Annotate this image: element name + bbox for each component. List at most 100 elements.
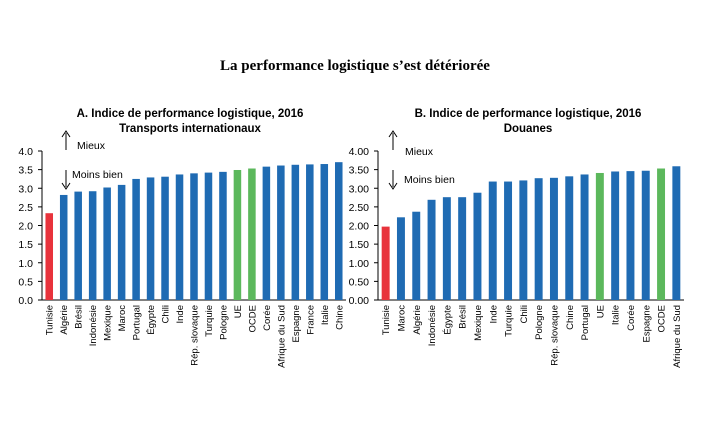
y-tick-label: 2.5 (18, 202, 33, 214)
annotation-down-label: Moins bien (72, 169, 123, 181)
x-tick-label: Indonésie (88, 305, 99, 346)
bar-chili (519, 180, 528, 300)
x-tick-label: Algérie (412, 305, 423, 335)
y-tick-label: 0.5 (18, 276, 33, 288)
annotation-up-label: Mieux (77, 140, 106, 152)
x-tick-label: Maroc (117, 305, 128, 332)
y-tick-label: 2.0 (18, 221, 33, 233)
y-tick-label: 3.5 (18, 165, 33, 177)
bar-france (306, 164, 314, 300)
figure-title: La performance logistique s’est détérior… (220, 58, 490, 74)
bar-tunisie (45, 213, 54, 300)
y-tick-label: 3.50 (349, 165, 370, 177)
bar-chili (161, 176, 169, 300)
x-tick-label: Inde (488, 305, 499, 324)
x-tick-label: Corée (262, 305, 273, 331)
y-tick-label: 0.0 (18, 295, 33, 307)
x-tick-label: UE (595, 305, 606, 318)
annotation-up-label: Mieux (405, 146, 434, 158)
arrow-up-icon (388, 130, 398, 138)
bar-alg-rie (59, 194, 68, 300)
bar-maroc (396, 217, 405, 300)
x-tick-label: Mexique (473, 305, 484, 341)
y-tick-label: 1.0 (18, 258, 33, 270)
bar-afrique-du-sud (672, 166, 681, 300)
x-tick-label: Espagne (641, 305, 652, 343)
y-tick-label: 1.00 (349, 258, 370, 270)
bar-r-p-slovaque (190, 173, 198, 300)
x-tick-label: Chine (334, 305, 345, 330)
bar-indon-sie (427, 199, 436, 300)
bar-ue (595, 172, 604, 300)
bar-espagne (641, 170, 650, 300)
bar-pologne (219, 171, 227, 300)
bar-ocde (657, 168, 666, 300)
bar-cor-e (262, 166, 271, 300)
bar-portugal (580, 174, 589, 300)
x-tick-label: Brésil (74, 305, 85, 329)
bar-tunisie (381, 226, 390, 300)
y-tick-label: 1.50 (349, 239, 370, 251)
arrow-down-icon (61, 182, 71, 190)
chart-b-annotation: Mieux Moins bien (388, 130, 455, 190)
x-tick-label: Égypte (442, 305, 453, 335)
bar-maroc (117, 184, 126, 300)
y-tick-label: 1.5 (18, 239, 33, 251)
chart-a-annotation: Mieux Moins bien (61, 130, 123, 190)
chart-a: A. Indice de performance logistique, 201… (18, 108, 346, 368)
x-tick-label: France (305, 305, 316, 335)
x-tick-label: Algérie (59, 305, 70, 335)
bar-ocde (248, 168, 256, 300)
bar-br-sil (74, 191, 82, 300)
x-tick-label: Corée (626, 305, 637, 331)
bar-espagne (291, 164, 300, 300)
y-tick-label: 0.50 (349, 276, 370, 288)
x-tick-label: Brésil (458, 305, 469, 329)
bar-afrique-du-sud (277, 165, 285, 300)
bar-pologne (534, 178, 543, 300)
bar-italie (320, 164, 329, 300)
arrow-down-icon (388, 182, 398, 190)
x-tick-label: Portugal (132, 305, 143, 340)
chart-b: B. Indice de performance logistique, 201… (349, 108, 684, 368)
x-tick-label: Italie (611, 305, 622, 325)
x-tick-label: Rép. slovaque (549, 305, 560, 366)
x-tick-label: Afrique du Sud (276, 305, 287, 368)
bar-inde (488, 181, 497, 300)
bar-cor-e (626, 171, 635, 300)
x-tick-label: Turquie (504, 305, 515, 337)
bar--gypte (146, 177, 155, 300)
x-tick-label: Mexique (103, 305, 114, 341)
x-tick-label: Rép. slovaque (190, 305, 201, 366)
bar-mexique (103, 187, 111, 300)
y-tick-label: 3.0 (18, 183, 33, 195)
x-tick-label: UE (233, 305, 244, 318)
x-tick-label: Pologne (534, 305, 545, 340)
bar--gypte (442, 197, 451, 300)
x-tick-label: Maroc (396, 305, 407, 332)
arrow-up-icon (61, 130, 71, 138)
x-tick-label: Portugal (580, 305, 591, 340)
bar-chine (334, 162, 343, 300)
bar-ue (233, 169, 242, 300)
x-tick-label: OCDE (657, 305, 668, 332)
y-tick-label: 0.00 (349, 295, 370, 307)
x-tick-label: Inde (175, 305, 186, 324)
bar-alg-rie (412, 211, 421, 300)
bar-italie (611, 171, 620, 300)
x-tick-label: Chine (565, 305, 576, 330)
annotation-down-label: Moins bien (404, 174, 455, 186)
x-tick-label: Tunisie (45, 305, 56, 335)
x-tick-label: Afrique du Sud (672, 305, 683, 368)
y-tick-label: 3.00 (349, 183, 370, 195)
x-tick-label: Indonésie (427, 305, 438, 346)
x-tick-label: Pologne (218, 305, 229, 340)
x-tick-label: Italie (320, 305, 331, 325)
bar-turquie (204, 172, 213, 300)
y-tick-label: 4.00 (349, 146, 370, 158)
bar-indon-sie (88, 191, 97, 300)
x-tick-label: OCDE (247, 305, 258, 332)
chart-b-title: B. Indice de performance logistique, 201… (415, 108, 642, 120)
bar-mexique (473, 192, 482, 300)
bar-turquie (504, 181, 513, 300)
